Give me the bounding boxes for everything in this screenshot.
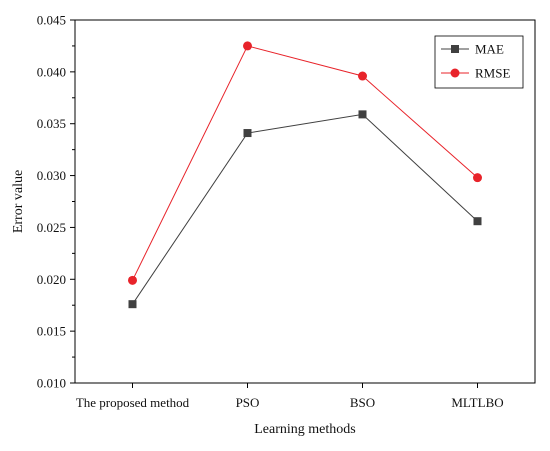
- x-axis-title: Learning methods: [254, 422, 355, 437]
- data-point-rmse: [243, 41, 252, 51]
- x-tick-label: The proposed method: [76, 395, 190, 410]
- x-tick-label: PSO: [236, 395, 260, 410]
- data-point-mae: [128, 300, 137, 309]
- y-tick-label: 0.040: [37, 64, 66, 79]
- y-tick-label: 0.020: [37, 272, 66, 287]
- legend-items: MAE RMSE: [441, 42, 510, 81]
- legend-label-rmse: RMSE: [475, 66, 510, 81]
- legend: MAE RMSE: [434, 35, 524, 89]
- y-tick-label: 0.035: [37, 116, 66, 131]
- y-tick-label: 0.015: [37, 324, 66, 339]
- y-tick-label: 0.010: [37, 376, 66, 391]
- y-axis-title: Error value: [11, 170, 26, 233]
- y-tick-label: 0.025: [37, 220, 66, 235]
- data-point-rmse: [128, 275, 137, 285]
- series-line-rmse: [132, 45, 478, 281]
- legend-marker-rmse: [450, 68, 460, 78]
- plot-frame: [74, 19, 536, 384]
- x-tick-label: MLTLBO: [451, 395, 503, 410]
- y-tick-label: 0.045: [37, 13, 66, 28]
- tick-labels: 0.010 0.015 0.020 0.025 0.030 0.035 0.040 0.045…: [37, 13, 504, 411]
- x-tick-label: BSO: [350, 395, 375, 410]
- legend-marker-mae: [451, 45, 459, 53]
- data-point-rmse: [473, 173, 482, 183]
- legend-label-mae: MAE: [475, 42, 504, 57]
- data-point-mae: [473, 217, 482, 226]
- data-point-mae: [358, 110, 367, 119]
- series-line-mae: [132, 113, 478, 305]
- axes-ticks: [70, 19, 478, 388]
- data-point-mae: [243, 129, 252, 138]
- series-layer: [128, 41, 482, 309]
- data-point-rmse: [358, 71, 367, 81]
- legend-box: [434, 35, 524, 89]
- y-tick-label: 0.030: [37, 168, 66, 183]
